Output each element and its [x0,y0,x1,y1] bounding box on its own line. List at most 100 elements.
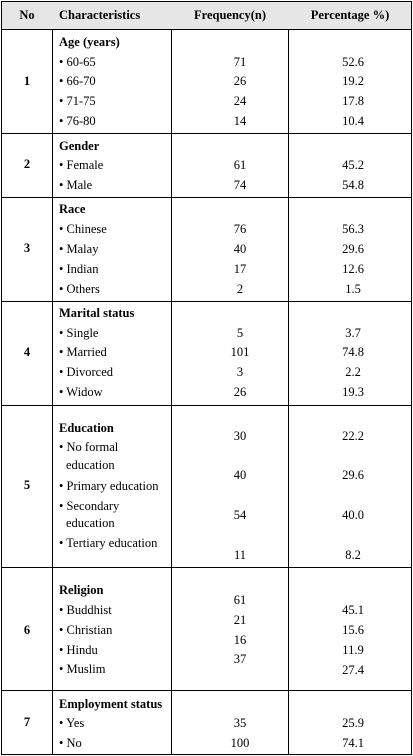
percentage-value: 8.2 [345,548,361,562]
frequency-value: 37 [233,652,247,666]
percentage-value: 11.9 [342,643,364,657]
frequency-value: 16 [233,633,247,647]
percentage-value: 29.6 [342,242,364,256]
list-item: • Malay [59,242,99,256]
list-item: • Divorced [59,365,114,379]
section-title: Marital status [59,306,135,320]
frequency-value: 61 [233,593,247,607]
list-item: • Secondary [59,499,120,513]
list-item: • Indian [59,262,99,276]
percentage-value: 1.5 [345,282,361,296]
row-number: 2 [23,157,31,171]
section-title: Gender [59,139,100,153]
frequency-value: 30 [233,429,247,443]
frequency-value: 35 [233,716,247,730]
percentage-value: 74.1 [342,736,364,750]
column-divider [171,2,172,754]
table-row: 7 Employment status • Yes • No 35 100 25… [2,690,411,754]
column-divider [52,2,53,754]
section-title: Race [59,202,86,216]
percentage-value: 10.4 [342,114,364,128]
frequency-value: 11 [233,548,247,562]
percentage-value: 45.1 [342,603,364,617]
percentage-value: 40.0 [342,508,364,522]
frequency-value: 100 [230,736,250,750]
table-row: 4 Marital status • Single • Married • Di… [2,301,411,405]
frequency-value: 26 [233,74,247,88]
frequency-value: 101 [230,345,250,359]
header-characteristics: Characteristics [59,8,141,22]
frequency-value: 17 [233,262,247,276]
list-item: • 66-70 [59,74,96,88]
frequency-value: 3 [236,365,244,379]
list-item: • Married [59,345,107,359]
list-item: • Single [59,326,99,340]
percentage-value: 3.7 [345,326,361,340]
frequency-value: 21 [233,613,247,627]
percentage-value: 74.8 [342,345,364,359]
list-item: • Yes [59,716,85,730]
list-item: • 76-80 [59,114,96,128]
list-item: • Others [59,282,100,296]
row-number: 3 [23,241,31,255]
section-title: Employment status [59,697,163,711]
list-item: • Christian [59,623,113,637]
percentage-value: 2.2 [345,365,361,379]
list-item: • No formal [59,440,119,454]
table-row: 5 Education • No formal education • Prim… [2,405,411,567]
percentage-value: 45.2 [342,158,364,172]
list-item: • 60-65 [59,55,96,69]
percentage-value: 52.6 [342,55,364,69]
list-item-continuation: education [66,516,115,530]
header-frequency: Frequency(n) [194,8,266,22]
column-divider [288,2,289,754]
list-item: • Tertiary education [59,536,158,550]
table-row: 6 Religion • Buddhist • Christian • Hind… [2,567,411,690]
list-item: • Male [59,178,93,192]
percentage-value: 12.6 [342,262,364,276]
percentage-value: 29.6 [342,468,364,482]
list-item: • Muslim [59,662,106,676]
table-row: 1 Age (years) • 60-65 • 66-70 • 71-75 • … [2,29,411,133]
list-item: • Female [59,158,104,172]
list-item: • 71-75 [59,94,96,108]
percentage-value: 27.4 [342,663,364,677]
percentage-value: 19.2 [342,74,364,88]
frequency-value: 74 [233,178,247,192]
section-title: Age (years) [59,35,120,49]
percentage-value: 19.3 [342,385,364,399]
table-row: 2 Gender • Female • Male 61 74 45.2 54.8 [2,133,411,197]
list-item: • Widow [59,385,103,399]
list-item: • Buddhist [59,603,112,617]
percentage-value: 17.8 [342,94,364,108]
row-number: 4 [23,345,31,359]
list-item-continuation: education [66,458,115,472]
frequency-value: 24 [233,94,247,108]
frequency-value: 26 [233,385,247,399]
frequency-value: 76 [233,222,247,236]
header-percentage: Percentage %) [310,8,390,22]
percentage-value: 15.6 [342,623,364,637]
list-item: • Hindu [59,643,98,657]
percentage-value: 25.9 [342,716,364,730]
table-header-row: No Characteristics Frequency(n) Percenta… [2,2,411,29]
list-item: • Chinese [59,222,107,236]
header-no: No [19,8,35,22]
percentage-value: 54.8 [342,178,364,192]
section-title: Religion [59,583,104,597]
section-title: Education [59,421,114,435]
frequency-value: 5 [236,326,244,340]
percentage-value: 22.2 [342,429,364,443]
row-number: 5 [23,478,31,492]
frequency-value: 71 [233,55,247,69]
frequency-value: 61 [233,158,247,172]
table-row: 3 Race • Chinese • Malay • Indian • Othe… [2,197,411,301]
frequency-value: 40 [233,468,247,482]
percentage-value: 56.3 [342,222,364,236]
frequency-value: 54 [233,508,247,522]
row-number: 1 [23,74,31,88]
list-item: • Primary education [59,479,159,493]
frequency-value: 2 [236,282,244,296]
row-number: 7 [23,715,31,729]
